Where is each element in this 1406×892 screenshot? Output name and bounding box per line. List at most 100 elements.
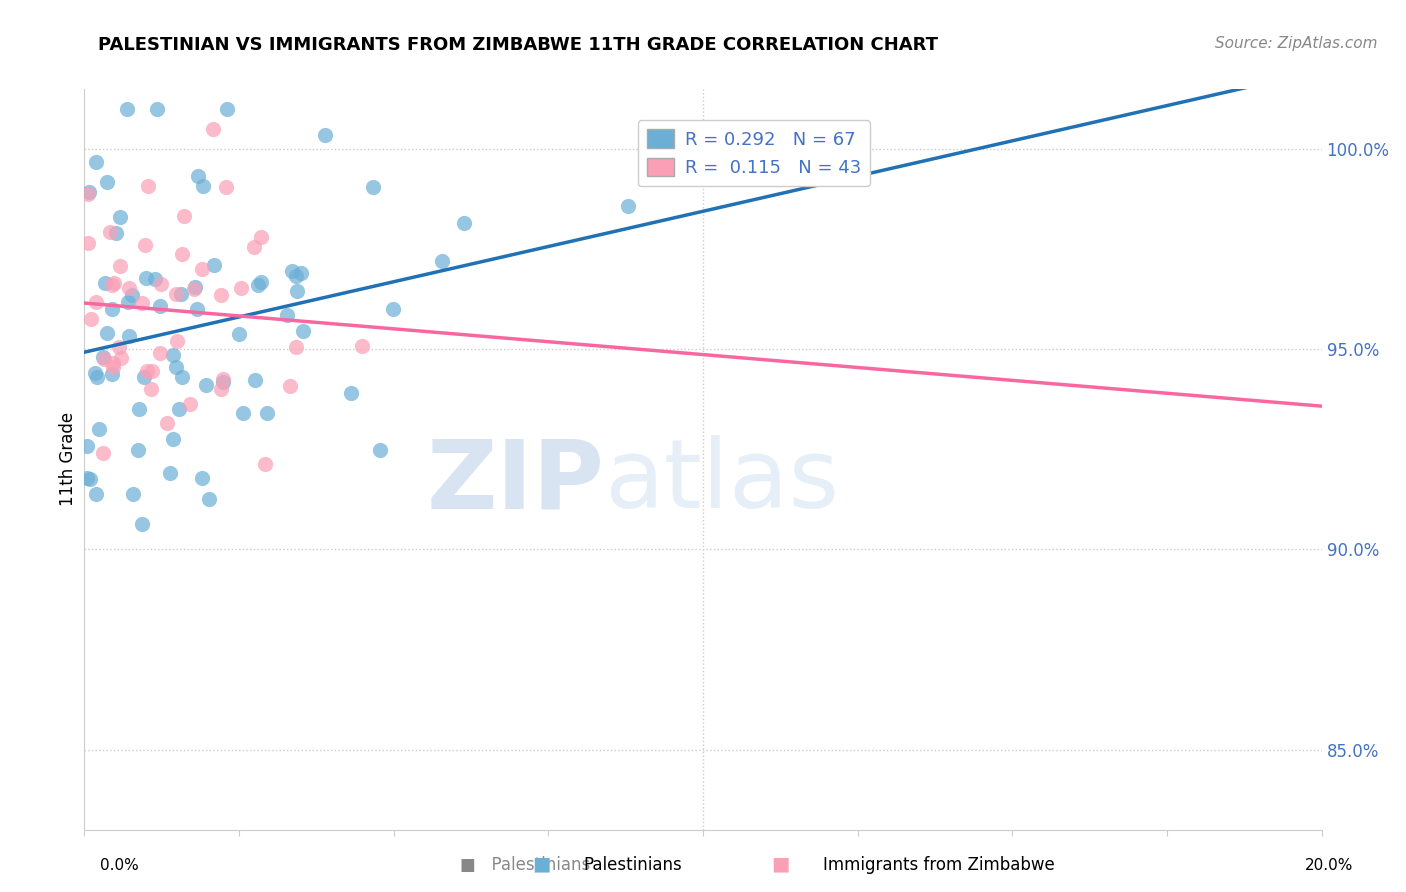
Point [149,277,172,291]
Point [127,443,149,458]
Point [117,328,139,343]
Point [247,277,270,292]
Point [361,180,384,194]
Point [104,227,127,241]
Point [76,439,98,453]
Point [110,351,132,366]
Text: ■: ■ [770,855,790,873]
Point [165,359,187,374]
Point [453,216,475,230]
Point [91,446,114,460]
Point [193,179,215,194]
Point [134,370,156,384]
Point [172,369,194,384]
Point [141,363,163,377]
Point [187,169,209,183]
Point [212,375,235,389]
Point [121,288,143,302]
Text: 20.0%: 20.0% [1305,858,1353,872]
Point [89,422,111,436]
Point [98,225,121,239]
Point [76,236,98,251]
Point [86,370,108,384]
Point [370,442,392,457]
Point [243,240,266,254]
Point [166,334,188,348]
Point [131,296,153,310]
Point [117,281,139,295]
Point [91,350,114,364]
Point [145,102,167,116]
Point [254,457,277,471]
Point [285,285,308,299]
Point [149,346,172,360]
Point [108,259,131,273]
Text: 0.0%: 0.0% [100,858,139,872]
Point [215,180,238,194]
Point [202,122,225,136]
Point [340,385,363,400]
Point [84,155,107,169]
Point [212,372,235,386]
Text: Source: ZipAtlas.com: Source: ZipAtlas.com [1215,36,1378,51]
Point [101,359,124,374]
Point [108,340,131,354]
Point [79,472,101,486]
Point [80,311,103,326]
Text: Palestinians: Palestinians [583,855,682,873]
Point [170,286,193,301]
Text: ZIP: ZIP [426,435,605,528]
Point [131,517,153,532]
Point [84,487,107,501]
Text: ■: ■ [531,855,551,873]
Point [134,237,156,252]
Point [122,487,145,501]
Point [232,406,254,420]
Point [184,280,207,294]
Point [280,378,302,392]
Point [136,364,159,378]
Point [101,367,124,381]
Point [284,340,307,354]
Point [285,269,308,284]
Point [93,351,115,366]
Point [314,128,336,143]
Point [202,258,225,272]
Point [83,366,105,380]
Point [76,471,98,485]
Point [197,492,219,507]
Text: ■   Palestinians: ■ Palestinians [460,855,591,873]
Point [280,264,302,278]
Point [103,356,125,370]
Point [159,466,181,480]
Point [231,281,253,295]
Point [76,186,98,201]
Point [93,276,115,290]
Point [617,199,640,213]
Point [156,416,179,430]
Point [290,267,312,281]
Point [84,295,107,310]
Legend: R = 0.292   N = 67, R =  0.115   N = 43: R = 0.292 N = 67, R = 0.115 N = 43 [638,120,870,186]
Point [190,471,212,485]
Text: Immigrants from Zimbabwe: Immigrants from Zimbabwe [823,855,1054,873]
Point [136,179,159,194]
Point [217,102,239,116]
Point [117,294,139,309]
Point [276,309,298,323]
Point [291,324,314,338]
Text: atlas: atlas [605,435,839,528]
Point [249,229,271,244]
Point [143,272,166,286]
Point [179,397,201,411]
Point [162,348,184,362]
Point [173,210,195,224]
Point [100,302,122,317]
Point [228,327,250,342]
Point [79,185,101,199]
Point [350,339,373,353]
Point [183,282,205,296]
Point [162,432,184,446]
Point [167,402,190,417]
Point [96,176,118,190]
